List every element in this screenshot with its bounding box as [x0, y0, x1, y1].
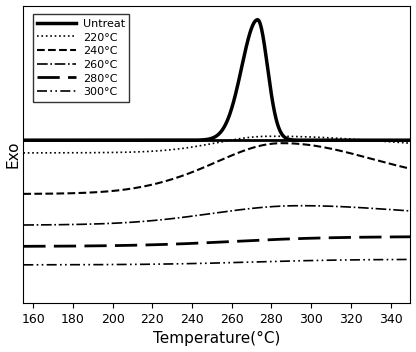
Y-axis label: Exo: Exo — [5, 140, 20, 168]
Legend: Untreat, 220°C, 240°C, 260°C, 280°C, 300°C: Untreat, 220°C, 240°C, 260°C, 280°C, 300… — [33, 14, 129, 101]
X-axis label: Temperature(°C): Temperature(°C) — [153, 332, 280, 346]
